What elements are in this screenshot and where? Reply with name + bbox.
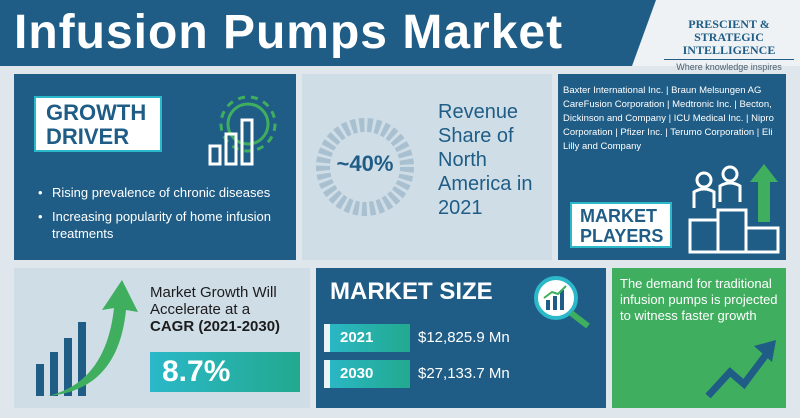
market-players-label-line1: MARKET: [580, 206, 657, 226]
trend-arrow-icon: [705, 340, 776, 399]
market-size-title: MARKET SIZE: [330, 278, 493, 305]
cagr-text: Market Growth Will Accelerate at a CAGR …: [150, 284, 308, 335]
market-players-label: MARKET PLAYERS: [570, 202, 672, 248]
market-size-row: 2030 $27,133.7 Mn: [324, 360, 604, 388]
growth-driver-panel: GROWTH DRIVER Rising prevalence of chron…: [14, 74, 296, 260]
growth-bars-arrow-icon: [36, 280, 138, 396]
demand-text: The demand for traditional infusion pump…: [620, 276, 778, 323]
cagr-panel: Market Growth Will Accelerate at a CAGR …: [14, 268, 310, 408]
company-logo: PRESCIENT & STRATEGIC INTELLIGENCE Where…: [664, 18, 794, 85]
market-size-value: $12,825.9 Mn: [418, 329, 510, 346]
list-item: Rising prevalence of chronic diseases: [38, 184, 294, 201]
cagr-description: Market Growth Will Accelerate at a: [150, 284, 277, 318]
market-players-panel: Baxter International Inc. | Braun Melsun…: [558, 74, 786, 260]
podium-people-icon: [688, 164, 780, 254]
magnifier-chart-icon: [534, 276, 590, 328]
market-size-year: 2030: [324, 360, 410, 388]
logo-line1: PRESCIENT & STRATEGIC: [688, 17, 770, 44]
gear-bar-chart-icon: [208, 95, 277, 166]
demand-panel: The demand for traditional infusion pump…: [612, 268, 786, 408]
cagr-value: 8.7%: [150, 352, 300, 392]
market-players-list: Baxter International Inc. | Braun Melsun…: [563, 85, 774, 152]
growth-driver-label-line2: DRIVER: [46, 124, 130, 149]
market-size-panel: MARKET SIZE 2021 $12,825.9 Mn 2030 $27,1…: [316, 268, 606, 408]
market-size-row: 2021 $12,825.9 Mn: [324, 324, 604, 352]
list-item: Increasing popularity of home infusion t…: [38, 208, 294, 242]
logo-line2: INTELLIGENCE: [682, 43, 776, 57]
revenue-share-value: ~40%: [336, 151, 394, 176]
revenue-share-panel: ~40% Revenue Share of North America in 2…: [302, 74, 552, 260]
market-players-label-line2: PLAYERS: [580, 226, 664, 246]
page-title: Infusion Pumps Market: [14, 6, 564, 59]
growth-driver-list: Rising prevalence of chronic diseases In…: [38, 184, 294, 249]
market-size-value: $27,133.7 Mn: [418, 365, 510, 382]
market-size-year: 2021: [324, 324, 410, 352]
revenue-ring-icon: [316, 118, 414, 216]
growth-driver-label-line1: GROWTH: [46, 100, 147, 125]
header: Infusion Pumps Market PRESCIENT & STRATE…: [0, 0, 800, 84]
revenue-share-text: Revenue Share of North America in 2021: [438, 101, 533, 219]
title-notch: [632, 0, 656, 66]
cagr-period: CAGR (2021-2030): [150, 318, 281, 335]
growth-driver-label: GROWTH DRIVER: [34, 96, 162, 152]
title-bar: Infusion Pumps Market: [0, 0, 632, 66]
